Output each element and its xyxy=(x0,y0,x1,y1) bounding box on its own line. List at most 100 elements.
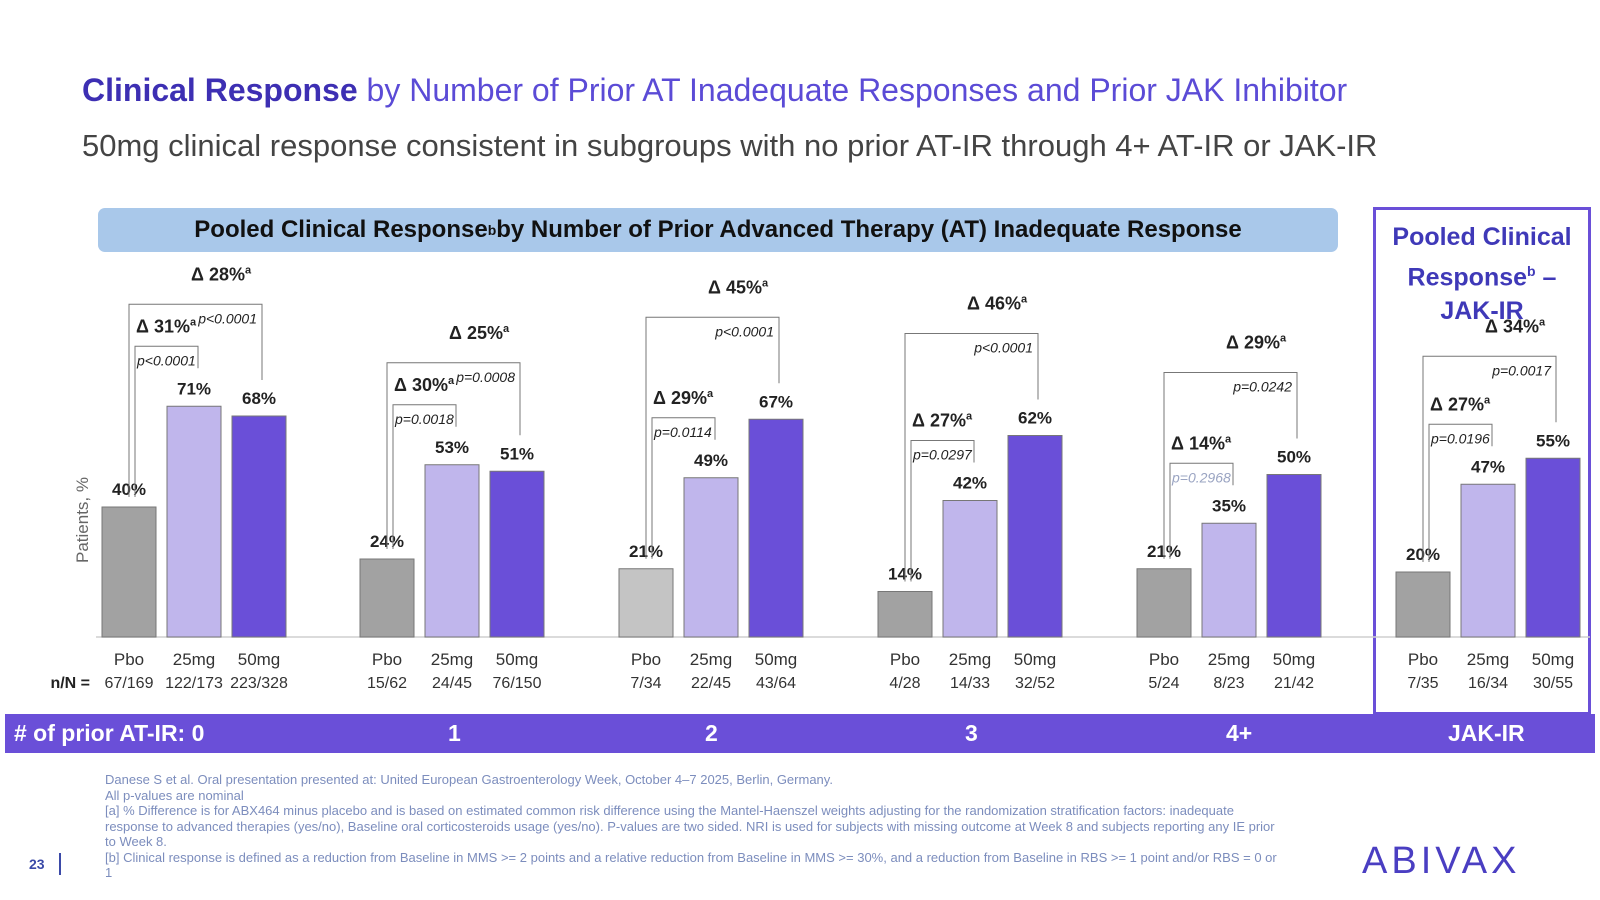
bar-2-50mg xyxy=(748,418,804,638)
tick-label-0-25mg: 25mg xyxy=(173,650,216,669)
pvalue-25mg-JAK-IR: p=0.0196 xyxy=(1430,430,1490,446)
data-label-2-25mg: 49% xyxy=(694,451,728,470)
footnote-source: Danese S et al. Oral presentation presen… xyxy=(105,772,833,787)
delta-50mg-JAK-IR: Δ 34%a xyxy=(1485,316,1546,336)
bar-JAK-IR-25mg xyxy=(1460,483,1516,638)
tick-label-JAK-IR-Pbo: Pbo xyxy=(1408,650,1438,669)
delta-50mg-0: Δ 28%a xyxy=(191,264,252,284)
bar-4+-Pbo xyxy=(1136,568,1192,638)
subgroup-label-3: 3 xyxy=(965,720,978,746)
delta-25mg-4+: Δ 14%a xyxy=(1171,433,1232,453)
nn-value-2-Pbo: 7/34 xyxy=(630,675,661,692)
tick-label-3-Pbo: Pbo xyxy=(890,650,920,669)
delta-bracket-50mg-4+ xyxy=(1163,372,1298,559)
pvalue-50mg-1: p=0.0008 xyxy=(455,369,515,385)
tick-label-2-Pbo: Pbo xyxy=(631,650,661,669)
delta-25mg-3: Δ 27%a xyxy=(912,411,973,431)
page-subtitle: 50mg clinical response consistent in sub… xyxy=(82,128,1378,163)
subgroup-label-0: # of prior AT-IR: 0 xyxy=(14,720,205,746)
delta-bracket-50mg-3 xyxy=(904,333,1039,582)
delta-25mg-2: Δ 29%a xyxy=(653,388,714,408)
nn-value-0-25mg: 122/173 xyxy=(165,675,223,692)
tick-label-1-25mg: 25mg xyxy=(431,650,474,669)
tick-label-2-50mg: 50mg xyxy=(755,650,798,669)
page-title: Clinical Response by Number of Prior AT … xyxy=(82,72,1348,108)
pvalue-25mg-3: p=0.0297 xyxy=(912,447,973,463)
subgroup-label-jak: JAK-IR xyxy=(1448,720,1525,746)
tick-label-1-50mg: 50mg xyxy=(496,650,539,669)
delta-50mg-1: Δ 25%a xyxy=(449,323,510,343)
nn-value-JAK-IR-50mg: 30/55 xyxy=(1533,675,1573,692)
tick-label-4+-Pbo: Pbo xyxy=(1149,650,1179,669)
nn-value-3-25mg: 14/33 xyxy=(950,675,990,692)
bar-3-50mg xyxy=(1007,435,1063,638)
data-label-0-50mg: 68% xyxy=(242,389,276,408)
nn-value-1-Pbo: 15/62 xyxy=(367,675,407,692)
tick-label-JAK-IR-25mg: 25mg xyxy=(1467,650,1510,669)
data-label-1-50mg: 51% xyxy=(500,444,534,463)
delta-bracket-50mg-1 xyxy=(386,362,521,549)
data-label-4+-50mg: 50% xyxy=(1277,448,1311,467)
pvalue-50mg-4+: p=0.0242 xyxy=(1232,379,1292,395)
bar-1-25mg xyxy=(424,464,480,638)
bar-JAK-IR-Pbo xyxy=(1395,571,1451,638)
subgroup-label-4plus: 4+ xyxy=(1226,720,1253,746)
nn-value-1-50mg: 76/150 xyxy=(493,675,542,692)
bar-0-Pbo xyxy=(101,506,157,638)
bar-2-Pbo xyxy=(618,568,674,638)
bar-3-25mg xyxy=(942,500,998,638)
bar-4+-50mg xyxy=(1266,474,1322,638)
jak-ir-panel-title: Pooled Clinical Responseb – JAK-IR xyxy=(1392,223,1572,326)
bar-1-50mg xyxy=(489,470,545,638)
delta-bracket-50mg-0 xyxy=(128,303,263,497)
abivax-logo: ABIVAX xyxy=(1362,840,1521,882)
bar-JAK-IR-50mg xyxy=(1525,457,1581,638)
tick-label-0-Pbo: Pbo xyxy=(114,650,144,669)
tick-label-4+-25mg: 25mg xyxy=(1208,650,1251,669)
nn-value-4+-50mg: 21/42 xyxy=(1274,675,1314,692)
delta-bracket-50mg-2 xyxy=(645,316,780,559)
data-label-JAK-IR-50mg: 55% xyxy=(1536,431,1570,450)
subgroup-bar: # of prior AT-IR: 0 1 2 3 4+ JAK-IR xyxy=(5,714,1595,753)
pvalue-25mg-4+: p=0.2968 xyxy=(1171,469,1231,485)
pvalue-50mg-JAK-IR: p=0.0017 xyxy=(1491,362,1552,378)
nn-value-2-25mg: 22/45 xyxy=(691,675,731,692)
subgroup-label-2: 2 xyxy=(705,720,718,746)
footnote-pvalues: All p-values are nominal xyxy=(105,787,244,803)
bar-3-Pbo xyxy=(877,591,933,638)
pvalue-25mg-0: p<0.0001 xyxy=(136,352,196,368)
y-axis-label: Patients, % xyxy=(73,477,92,563)
page-number: 23 xyxy=(29,856,45,872)
nn-value-2-50mg: 43/64 xyxy=(756,675,796,692)
pvalue-25mg-1: p=0.0018 xyxy=(394,411,454,427)
nn-value-0-Pbo: 67/169 xyxy=(105,675,154,692)
nn-value-3-Pbo: 4/28 xyxy=(889,675,920,692)
pvalue-50mg-0: p<0.0001 xyxy=(197,310,257,326)
data-label-JAK-IR-25mg: 47% xyxy=(1471,457,1505,476)
bar-1-Pbo xyxy=(359,558,415,638)
delta-25mg-1: Δ 30%a xyxy=(394,375,455,395)
nn-value-0-50mg: 223/328 xyxy=(230,675,288,692)
delta-50mg-2: Δ 45%a xyxy=(708,277,769,297)
data-label-3-50mg: 62% xyxy=(1018,409,1052,428)
footnote-a: [a] % Difference is for ABX464 minus pla… xyxy=(105,803,1275,849)
delta-bracket-25mg-2 xyxy=(651,417,716,559)
footnotes: Danese S et al. Oral presentation presen… xyxy=(105,772,1285,881)
tick-label-3-50mg: 50mg xyxy=(1014,650,1057,669)
delta-bracket-25mg-JAK-IR xyxy=(1428,423,1493,562)
nn-value-JAK-IR-Pbo: 7/35 xyxy=(1407,675,1438,692)
tick-label-2-25mg: 25mg xyxy=(690,650,733,669)
subgroup-label-1: 1 xyxy=(448,720,461,746)
delta-bracket-25mg-1 xyxy=(392,404,457,549)
delta-bracket-25mg-3 xyxy=(910,440,975,582)
data-label-0-25mg: 71% xyxy=(177,379,211,398)
data-label-2-50mg: 67% xyxy=(759,392,793,411)
banner-sup: b xyxy=(487,222,497,238)
jak-ir-panel-frame xyxy=(1373,207,1591,715)
nn-value-4+-25mg: 8/23 xyxy=(1213,675,1244,692)
page-number-divider xyxy=(59,853,61,875)
bar-2-25mg xyxy=(683,477,739,638)
bar-0-25mg xyxy=(166,405,222,638)
data-label-1-25mg: 53% xyxy=(435,438,469,457)
